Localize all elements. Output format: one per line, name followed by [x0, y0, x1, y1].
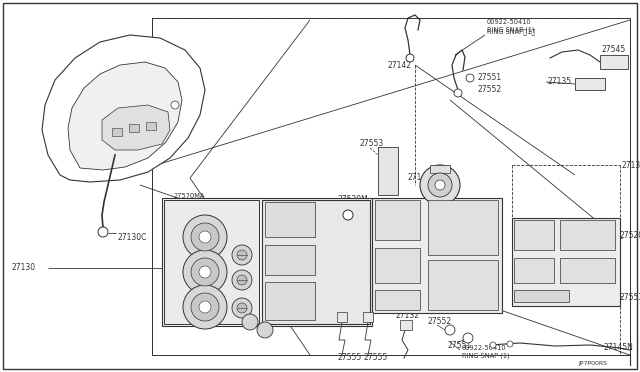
Bar: [129, 124, 139, 132]
Circle shape: [466, 74, 474, 82]
Text: 27570MA: 27570MA: [174, 193, 205, 199]
Text: 27520MA: 27520MA: [620, 231, 640, 240]
Bar: [375, 200, 420, 240]
Circle shape: [490, 342, 496, 348]
Circle shape: [199, 301, 211, 313]
Circle shape: [454, 89, 462, 97]
Circle shape: [199, 231, 211, 243]
Text: 27520M: 27520M: [338, 196, 369, 205]
Bar: [112, 128, 122, 136]
Text: 00922-50410: 00922-50410: [462, 345, 507, 351]
Circle shape: [343, 210, 353, 220]
Circle shape: [232, 245, 252, 265]
Text: RING SNAP (1): RING SNAP (1): [487, 27, 534, 33]
Circle shape: [98, 227, 108, 237]
Circle shape: [232, 270, 252, 290]
Text: 27552: 27552: [428, 317, 452, 327]
Text: RING SNAP (1): RING SNAP (1): [462, 353, 509, 359]
Bar: [514, 220, 554, 250]
Text: 27552: 27552: [478, 86, 502, 94]
Polygon shape: [68, 62, 182, 170]
Circle shape: [242, 314, 258, 330]
Bar: [400, 320, 412, 330]
Bar: [363, 312, 373, 322]
Circle shape: [191, 223, 219, 251]
Text: 27148: 27148: [230, 320, 251, 326]
Text: 27561U: 27561U: [167, 302, 193, 308]
Circle shape: [445, 325, 455, 335]
Text: 27130: 27130: [12, 263, 36, 273]
Circle shape: [257, 322, 273, 338]
Bar: [337, 312, 347, 322]
Bar: [375, 290, 420, 310]
Bar: [575, 78, 605, 90]
Circle shape: [237, 250, 247, 260]
Text: 27135: 27135: [547, 77, 571, 87]
Circle shape: [237, 303, 247, 313]
Bar: [146, 122, 156, 130]
Text: JP7P00RS: JP7P00RS: [578, 360, 607, 366]
Bar: [152, 18, 630, 355]
Text: 27140: 27140: [408, 173, 432, 183]
Bar: [375, 248, 420, 283]
Bar: [265, 202, 315, 237]
Bar: [560, 220, 615, 250]
Bar: [428, 200, 498, 255]
Text: 27555: 27555: [363, 353, 387, 362]
Bar: [512, 218, 620, 306]
Circle shape: [183, 285, 227, 329]
Text: 27551: 27551: [448, 340, 472, 350]
Text: 27553: 27553: [360, 138, 384, 148]
Text: 27555: 27555: [338, 353, 362, 362]
Circle shape: [232, 298, 252, 318]
Text: 27130C: 27130C: [118, 232, 147, 241]
Bar: [514, 290, 569, 302]
Text: 27132: 27132: [395, 311, 419, 321]
Circle shape: [463, 333, 473, 343]
Bar: [514, 258, 554, 283]
Bar: [372, 198, 502, 313]
Text: 27139M: 27139M: [622, 160, 640, 170]
Text: 27551: 27551: [478, 74, 502, 83]
Bar: [152, 18, 630, 355]
Circle shape: [183, 215, 227, 259]
Text: 27142: 27142: [388, 61, 412, 70]
Bar: [430, 165, 450, 173]
Text: 27561U: 27561U: [167, 275, 193, 281]
Bar: [600, 55, 628, 69]
Bar: [378, 147, 398, 195]
Circle shape: [435, 180, 445, 190]
Bar: [164, 200, 259, 324]
Circle shape: [507, 341, 513, 347]
Bar: [428, 260, 498, 310]
Circle shape: [183, 250, 227, 294]
Text: 27545: 27545: [601, 45, 625, 55]
Text: 27130D: 27130D: [355, 211, 385, 219]
Circle shape: [191, 293, 219, 321]
Circle shape: [171, 101, 179, 109]
Bar: [262, 200, 370, 324]
Polygon shape: [102, 105, 170, 150]
Circle shape: [406, 54, 414, 62]
Text: 27570M: 27570M: [167, 215, 194, 221]
Circle shape: [428, 173, 452, 197]
Bar: [265, 245, 315, 275]
Text: RING SNAP（1）: RING SNAP（1）: [487, 29, 535, 35]
Text: 27148: 27148: [167, 250, 188, 256]
Text: 00922-50410: 00922-50410: [487, 19, 532, 25]
Polygon shape: [42, 35, 205, 182]
Text: 27148: 27148: [167, 225, 188, 231]
Text: 27553: 27553: [620, 294, 640, 302]
Bar: [162, 198, 372, 326]
Bar: [265, 282, 315, 320]
Bar: [560, 258, 615, 283]
Text: 27145N: 27145N: [604, 343, 634, 353]
Circle shape: [237, 275, 247, 285]
Circle shape: [199, 266, 211, 278]
Circle shape: [191, 258, 219, 286]
Circle shape: [420, 165, 460, 205]
